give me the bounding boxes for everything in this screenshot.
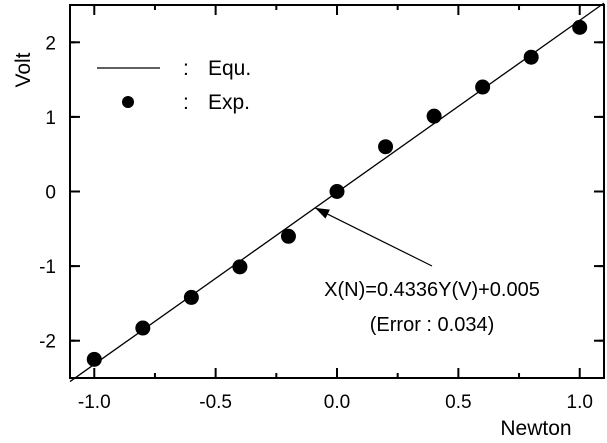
data-point (378, 139, 394, 155)
data-point (475, 79, 491, 95)
y-tick-label: 0 (45, 183, 56, 204)
legend-label: Exp. (208, 91, 250, 114)
y-tick-label: -2 (39, 332, 56, 353)
y-tick-label: 2 (45, 33, 56, 54)
data-point (232, 259, 248, 275)
y-axis-label: Volt (12, 52, 35, 87)
y-tick-label: 1 (45, 108, 56, 129)
legend-separator: : (183, 91, 189, 114)
x-tick-label: 0.5 (445, 392, 471, 413)
error-annotation: (Error : 0.034) (370, 314, 494, 336)
legend-label: Equ. (208, 57, 251, 80)
annotation-arrowhead (315, 207, 330, 219)
data-point (426, 108, 442, 124)
x-tick-label: 0.0 (324, 392, 350, 413)
data-point (183, 289, 199, 305)
data-point (86, 351, 102, 367)
legend-separator: : (183, 57, 189, 80)
x-tick-label: -0.5 (199, 392, 232, 413)
x-axis-label: Newton (500, 417, 571, 440)
x-tick-label: 1.0 (567, 392, 593, 413)
equation-annotation: X(N)=0.4336Y(V)+0.005 (324, 279, 540, 301)
data-point (135, 320, 151, 336)
data-point (572, 19, 588, 35)
y-tick-label: -1 (39, 257, 56, 278)
data-point (329, 184, 345, 199)
data-point (280, 228, 296, 244)
legend-circle-marker (122, 96, 134, 108)
data-point (523, 49, 539, 65)
x-tick-label: -1.0 (78, 392, 111, 413)
annotation-arrow-shaft (314, 207, 433, 267)
